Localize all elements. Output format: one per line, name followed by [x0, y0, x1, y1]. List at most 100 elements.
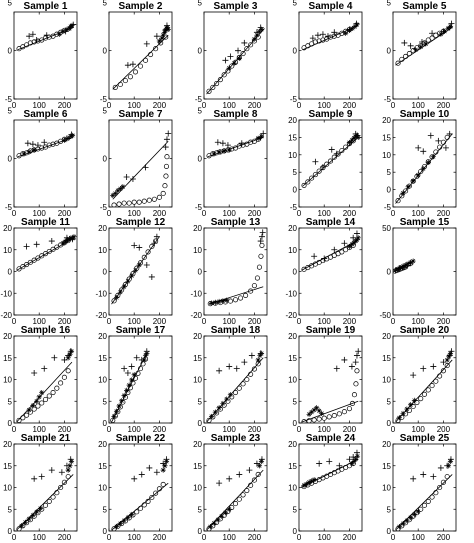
y-tick-label: 15 — [288, 354, 297, 363]
panel-frame — [203, 443, 268, 532]
panel-frame — [13, 335, 78, 424]
circle-point — [42, 35, 49, 41]
circle-point — [444, 134, 450, 140]
circle-point — [145, 249, 151, 255]
star-point — [129, 377, 135, 383]
panel-plot-area — [16, 234, 77, 272]
plus-point — [312, 158, 319, 165]
y-tick-label: 20 — [3, 332, 12, 341]
x-tick-label: 100 — [223, 533, 237, 542]
y-tick-label: 15 — [98, 354, 107, 363]
star-point — [110, 192, 116, 198]
panel-frame — [13, 119, 78, 208]
y-tick-label: 15 — [382, 462, 391, 471]
plus-point — [143, 348, 150, 355]
star-point — [121, 517, 127, 524]
y-tick-label: -5 — [5, 95, 13, 104]
star-point — [222, 510, 229, 516]
y-tick-label: 15 — [3, 354, 12, 363]
x-tick-label: 0 — [107, 317, 112, 326]
panel-11: Sample 11 0 100 200 -20 -10 0 10 20 — [0, 217, 78, 326]
panel-frame — [298, 119, 363, 208]
star-point — [159, 35, 165, 41]
x-tick-label: 200 — [58, 101, 72, 110]
circle-point — [206, 88, 212, 94]
star-point — [120, 184, 126, 190]
star-point — [430, 153, 436, 160]
panel-plot-area — [301, 130, 361, 188]
panel-title: Sample 12 — [116, 217, 166, 228]
plus-point — [23, 243, 30, 250]
plus-point — [67, 456, 74, 463]
circle-point — [137, 505, 144, 511]
circle-point — [65, 368, 71, 374]
plus-point — [153, 469, 160, 476]
plus-point — [448, 348, 455, 355]
x-tick-label: 200 — [153, 317, 167, 326]
star-point — [396, 415, 402, 421]
x-tick-label: 200 — [153, 209, 167, 218]
x-tick-label: 0 — [107, 101, 112, 110]
panel-frame — [108, 227, 173, 316]
circle-point — [240, 381, 246, 387]
y-tick-label: 0 — [8, 527, 13, 536]
circle-point — [50, 494, 56, 500]
star-point — [34, 509, 40, 515]
star-point — [56, 31, 62, 37]
y-tick-label: 0 — [103, 268, 108, 277]
panel-frame — [203, 227, 268, 316]
star-point — [115, 187, 121, 194]
panel-frame — [13, 443, 78, 532]
plus-point — [353, 230, 360, 237]
star-point — [126, 382, 132, 388]
star-point — [164, 24, 171, 31]
panel-frame — [392, 11, 457, 100]
circle-point — [236, 496, 242, 502]
x-tick-label: 200 — [248, 101, 262, 110]
panel-plot-area — [110, 348, 150, 423]
star-point — [306, 411, 312, 417]
y-tick-label: 10 — [3, 376, 12, 385]
circle-point — [444, 474, 450, 480]
star-point — [257, 352, 263, 359]
x-tick-label: 0 — [391, 533, 396, 542]
circle-point — [214, 80, 220, 87]
y-tick-label: 20 — [288, 116, 297, 125]
star-point — [119, 398, 125, 404]
panel-plot-area — [112, 22, 171, 90]
circle-point — [156, 486, 162, 492]
star-point — [160, 467, 166, 473]
plus-point — [246, 467, 253, 474]
plus-point — [124, 369, 131, 376]
star-point — [113, 408, 120, 414]
star-point — [258, 133, 265, 140]
panel-plot-area — [301, 449, 361, 490]
panel-frame — [203, 119, 268, 208]
y-tick-label: -5 — [195, 95, 203, 104]
panel-title: Sample 24 — [306, 433, 356, 444]
star-point — [125, 278, 131, 284]
plus-point — [67, 348, 74, 355]
x-tick-label: 100 — [223, 209, 237, 218]
plus-point — [260, 130, 267, 137]
y-tick-label: 10 — [98, 484, 107, 493]
panel-frame — [392, 443, 457, 532]
panel-13: Sample 13 0 100 200 -20 -10 0 10 20 — [190, 217, 268, 326]
plus-point — [153, 33, 160, 40]
circle-point — [259, 242, 265, 248]
plus-point — [353, 20, 360, 27]
circle-point — [160, 481, 166, 488]
plus-point — [143, 40, 150, 47]
star-point — [113, 524, 120, 530]
plus-point — [216, 367, 223, 374]
plus-point — [353, 352, 360, 359]
circle-point — [237, 295, 244, 301]
star-point — [415, 508, 421, 515]
panel-plot-area — [395, 348, 455, 423]
plus-point — [41, 139, 48, 146]
star-point — [18, 523, 25, 529]
star-point — [216, 298, 222, 305]
plus-point — [142, 164, 149, 171]
y-tick-label: 5 — [387, 0, 392, 7]
